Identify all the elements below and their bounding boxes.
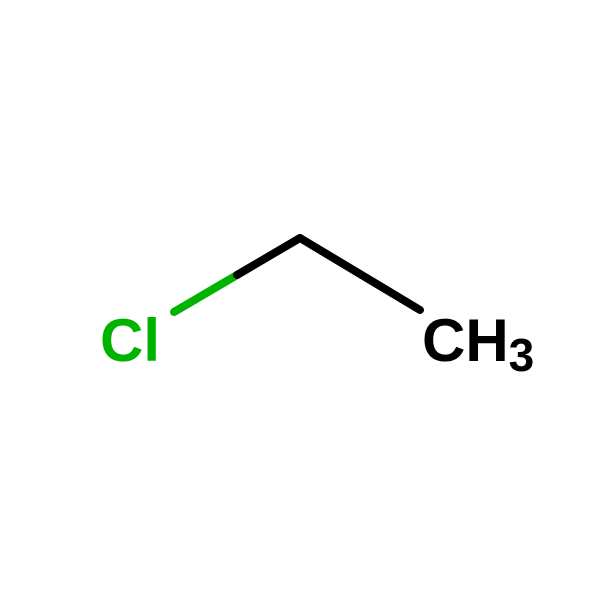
atom-label-C2: CH3 (422, 307, 534, 381)
bond-C1-C2 (300, 238, 420, 310)
bond-Cl-C1-a (174, 275, 237, 312)
atom-label-Cl: Cl (100, 307, 160, 374)
bond-Cl-C1-b (237, 238, 300, 275)
molecule-diagram: Cl CH3 (0, 0, 600, 600)
